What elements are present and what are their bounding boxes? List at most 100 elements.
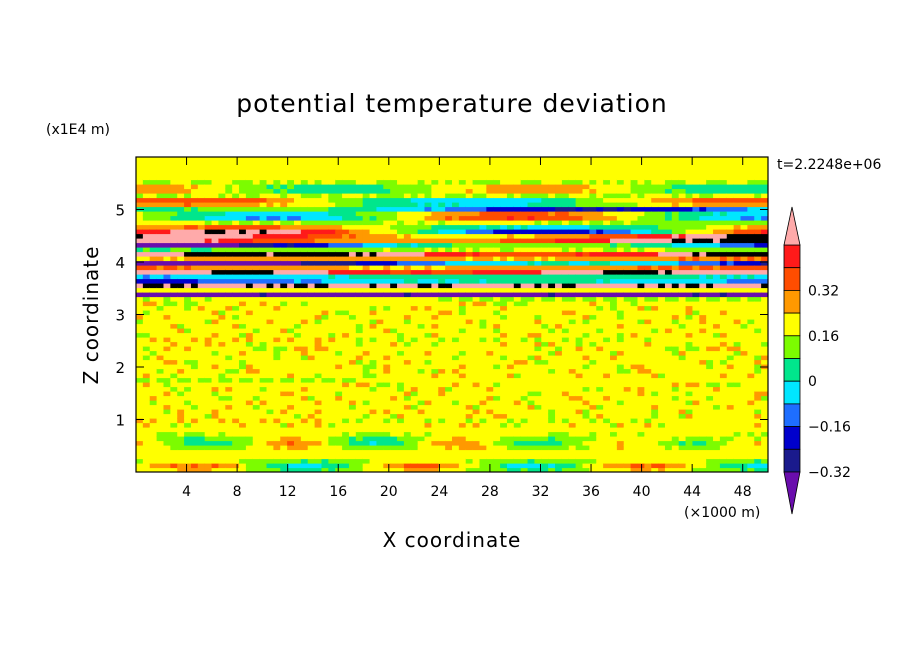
field-cell xyxy=(184,269,192,275)
field-cell xyxy=(252,229,261,235)
field-cell xyxy=(445,373,453,379)
field-cell xyxy=(568,382,577,388)
field-cell xyxy=(417,197,426,203)
field-cell xyxy=(438,247,446,253)
field-cell xyxy=(245,251,254,257)
field-cell xyxy=(239,454,247,460)
field-cell xyxy=(218,395,226,401)
field-cell xyxy=(582,341,590,347)
field-cell xyxy=(259,161,268,167)
field-cell xyxy=(465,422,474,428)
field-cell xyxy=(465,454,474,460)
field-cell xyxy=(355,220,364,226)
field-cell xyxy=(149,220,158,226)
field-cell xyxy=(568,265,577,271)
field-cell xyxy=(232,283,240,289)
field-cell xyxy=(204,337,213,343)
field-cell xyxy=(239,413,247,419)
field-cell xyxy=(616,184,625,190)
field-cell xyxy=(513,310,522,316)
field-cell xyxy=(190,197,199,203)
field-cell xyxy=(534,215,542,221)
field-cell xyxy=(184,229,192,235)
field-cell xyxy=(156,224,165,230)
field-cell xyxy=(300,175,309,181)
field-cell xyxy=(259,301,268,307)
field-cell xyxy=(170,427,178,433)
field-cell xyxy=(307,395,316,401)
field-cell xyxy=(287,373,295,379)
field-cell xyxy=(417,467,426,472)
field-cell xyxy=(314,179,323,185)
field-cell xyxy=(390,224,398,230)
field-cell xyxy=(465,332,474,338)
field-cell xyxy=(575,188,584,194)
field-cell xyxy=(610,431,618,437)
field-cell xyxy=(252,350,261,356)
field-cell xyxy=(520,364,529,370)
field-cell xyxy=(245,301,254,307)
field-cell xyxy=(287,170,295,176)
field-cell xyxy=(623,440,632,446)
field-cell xyxy=(610,467,618,472)
field-cell xyxy=(438,332,446,338)
field-cell xyxy=(197,188,206,194)
field-cell xyxy=(266,220,274,226)
field-cell xyxy=(218,238,226,244)
field-cell xyxy=(390,436,398,442)
field-cell xyxy=(342,265,350,271)
field-cell xyxy=(479,274,487,280)
field-cell xyxy=(170,436,178,442)
field-cell xyxy=(211,287,220,293)
field-cell xyxy=(294,422,302,428)
field-cell xyxy=(252,296,261,302)
field-cell xyxy=(603,166,611,172)
field-cell xyxy=(561,337,570,343)
field-cell xyxy=(616,445,625,451)
field-cell xyxy=(355,247,364,253)
field-cell xyxy=(603,202,611,208)
field-cell xyxy=(342,449,350,455)
field-cell xyxy=(314,440,323,446)
field-cell xyxy=(493,256,501,262)
field-cell xyxy=(328,458,336,464)
field-cell xyxy=(190,337,199,343)
field-cell xyxy=(342,184,350,190)
field-cell xyxy=(273,193,281,199)
field-cell xyxy=(383,287,391,293)
field-cell xyxy=(355,395,364,401)
field-cell xyxy=(458,157,467,163)
field-cell xyxy=(493,323,501,329)
field-cell xyxy=(142,332,151,338)
field-cell xyxy=(534,355,542,361)
field-cell xyxy=(623,431,632,437)
field-cell xyxy=(568,328,577,334)
field-cell xyxy=(287,260,295,266)
field-cell xyxy=(376,251,384,257)
field-cell xyxy=(156,346,165,352)
field-cell xyxy=(575,431,584,437)
field-cell xyxy=(589,395,597,401)
field-cell xyxy=(582,220,590,226)
field-cell xyxy=(328,184,336,190)
field-cell xyxy=(225,467,233,472)
field-cell xyxy=(438,341,446,347)
field-cell xyxy=(362,458,371,464)
field-cell xyxy=(616,463,625,469)
field-cell xyxy=(438,265,446,271)
field-cell xyxy=(431,287,439,293)
field-cell xyxy=(376,395,384,401)
field-cell xyxy=(314,368,323,374)
field-cell xyxy=(486,337,494,343)
field-cell xyxy=(156,364,165,370)
field-cell xyxy=(582,368,590,374)
field-cell xyxy=(314,242,323,248)
field-cell xyxy=(438,301,446,307)
field-cell xyxy=(445,386,453,392)
field-cell xyxy=(541,287,549,293)
field-cell xyxy=(527,166,536,172)
field-cell xyxy=(596,184,604,190)
field-cell xyxy=(245,314,254,320)
field-cell xyxy=(280,305,288,311)
field-cell xyxy=(397,373,405,379)
